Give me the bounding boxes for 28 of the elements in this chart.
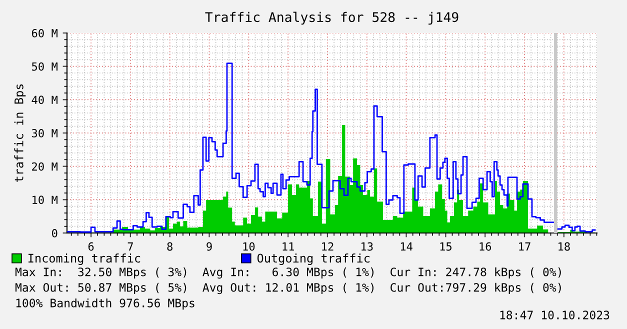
y-tick-label: 40 M [32, 96, 58, 104]
y-tick-label: 20 M [32, 162, 58, 171]
legend-label: Outgoing traffic [257, 253, 370, 265]
chart-title: Traffic Analysis for 528 -- j149 [205, 12, 458, 25]
x-tick-label: 13 [362, 242, 373, 251]
x-tick-label: 11 [282, 242, 294, 251]
x-tick-label: 17 [519, 242, 530, 251]
x-tick-label: 8 [167, 242, 172, 251]
y-tick-label: 50 M [32, 62, 58, 71]
text: Max Out: 50.87 MBps ( 5%) Avg Out: 12.01 MBps ( 1%) Cur Out:797.29 kBps ( 0%) [15, 282, 561, 294]
text: 18:47 10.10.2023 [500, 310, 610, 320]
x-tick-label: 7 [128, 242, 133, 251]
x-tick-label: 12 [322, 242, 334, 251]
x-tick-label: 16 [480, 242, 492, 251]
x-tick-label: 18 [558, 242, 570, 251]
x-tick-label: 9 [206, 242, 212, 251]
y-axis-title: traffic in Bps [14, 84, 26, 182]
x-tick-label: 15 [440, 242, 452, 251]
y-tick-label: 60 M [32, 29, 58, 38]
y-tick-label: 30 M [32, 129, 58, 138]
text: Max In: 32.50 MBps ( 3%) Avg In: 6.30 MBps ( 1%) Cur In: 247.78 kBps ( 0%) [15, 267, 561, 279]
text: 100% Bandwidth 976.56 MBps [16, 298, 194, 310]
y-tick-label: 0 [52, 229, 58, 238]
legend-label: Incoming traffic [28, 253, 140, 265]
x-tick-label: 14 [400, 242, 412, 251]
x-tick-label: 10 [243, 242, 255, 251]
x-tick-label: 6 [88, 242, 94, 251]
y-tick-label: 10 M [32, 196, 58, 204]
